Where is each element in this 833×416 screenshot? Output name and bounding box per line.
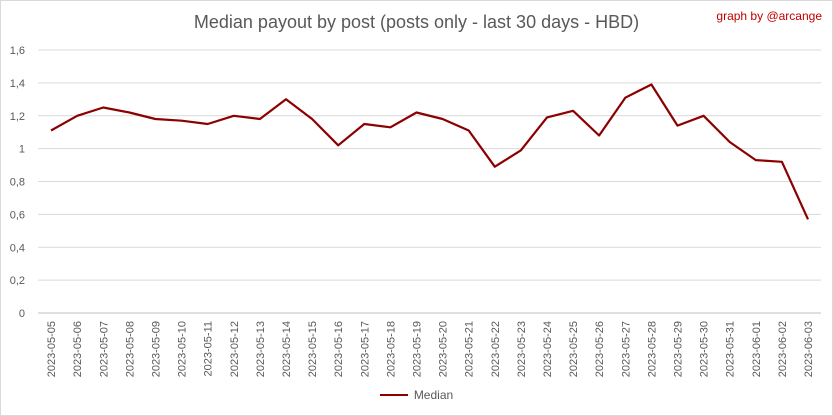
data-point	[101, 105, 106, 110]
data-point	[701, 113, 706, 118]
legend: Median	[1, 388, 832, 402]
y-tick-label: 0,4	[10, 242, 25, 254]
data-point	[362, 121, 367, 126]
data-point	[518, 148, 523, 153]
x-axis-ticks: 2023-05-05 2023-05-06 2023-05-07 2023-05-08…	[46, 321, 815, 377]
x-tick-label: 2023-05-08	[124, 321, 136, 377]
x-tick-label: 2023-05-28	[646, 321, 658, 377]
data-point	[310, 117, 315, 122]
y-tick-label: 0	[19, 308, 25, 320]
data-point	[571, 108, 576, 113]
y-tick-label: 0,8	[10, 177, 25, 189]
data-point	[205, 121, 210, 126]
series-layer	[49, 82, 810, 222]
y-tick-label: 1,6	[10, 45, 25, 57]
x-tick-label: 2023-05-09	[150, 321, 162, 377]
chart-title: Median payout by post (posts only - last…	[193, 12, 640, 32]
data-point	[675, 123, 680, 128]
data-point	[649, 82, 654, 87]
legend-swatch-median	[379, 394, 408, 396]
data-point	[388, 125, 393, 130]
data-point	[805, 217, 810, 222]
data-point	[623, 95, 628, 100]
data-point	[414, 110, 419, 115]
x-tick-label: 2023-05-25	[568, 321, 580, 377]
x-tick-label: 2023-05-15	[307, 321, 319, 377]
series-line-median	[50, 83, 810, 220]
x-tick-label: 2023-05-14	[281, 321, 293, 377]
y-tick-label: 1	[19, 144, 25, 156]
x-tick-label: 2023-05-29	[672, 321, 684, 377]
data-point	[336, 143, 341, 148]
y-tick-label: 0,6	[10, 209, 25, 221]
x-tick-label: 2023-05-30	[699, 321, 711, 377]
gridlines	[38, 49, 821, 314]
x-tick-label: 2023-05-24	[542, 321, 554, 377]
x-tick-label: 2023-05-13	[255, 321, 267, 377]
x-tick-label: 2023-06-01	[751, 321, 763, 377]
x-tick-label: 2023-05-06	[72, 321, 84, 377]
x-tick-label: 2023-05-07	[98, 321, 110, 377]
data-point	[49, 128, 54, 133]
chart-credit: graph by @arcange	[716, 9, 822, 23]
x-tick-label: 2023-06-02	[777, 321, 789, 377]
data-point	[466, 128, 471, 133]
x-tick-label: 2023-05-22	[490, 321, 502, 377]
data-point	[727, 140, 732, 145]
data-point	[153, 117, 158, 122]
x-tick-label: 2023-05-20	[438, 321, 450, 377]
data-point	[779, 159, 784, 164]
data-point	[544, 115, 549, 120]
data-point	[597, 133, 602, 138]
x-tick-label: 2023-05-23	[516, 321, 528, 377]
data-point	[283, 97, 288, 102]
legend-label-median: Median	[413, 388, 454, 402]
x-tick-label: 2023-05-11	[203, 321, 215, 376]
x-tick-label: 2023-05-17	[359, 321, 371, 377]
x-tick-label: 2023-06-03	[803, 321, 815, 377]
x-tick-label: 2023-05-19	[411, 321, 423, 377]
data-point	[257, 117, 262, 122]
x-tick-label: 2023-05-21	[464, 321, 476, 377]
y-tick-label: 0,2	[10, 275, 25, 287]
x-tick-label: 2023-05-05	[46, 321, 58, 377]
data-point	[179, 118, 184, 123]
data-point	[231, 113, 236, 118]
x-tick-label: 2023-05-10	[177, 321, 189, 377]
data-point	[75, 113, 80, 118]
x-tick-label: 2023-05-27	[620, 321, 632, 377]
x-tick-label: 2023-05-26	[594, 321, 606, 377]
x-tick-label: 2023-05-12	[229, 321, 241, 377]
data-point	[492, 164, 497, 169]
y-axis-ticks: 0 0,2 0,4 0,6 0,8 1 1,2 1,4 1,6	[10, 45, 25, 320]
x-tick-label: 2023-05-31	[725, 321, 737, 377]
data-point	[127, 110, 132, 115]
x-tick-label: 2023-05-16	[333, 321, 345, 377]
data-point	[440, 117, 445, 122]
data-point	[753, 158, 758, 163]
y-tick-label: 1,4	[10, 78, 25, 90]
y-tick-label: 1,2	[10, 111, 25, 123]
x-tick-label: 2023-05-18	[385, 321, 397, 377]
